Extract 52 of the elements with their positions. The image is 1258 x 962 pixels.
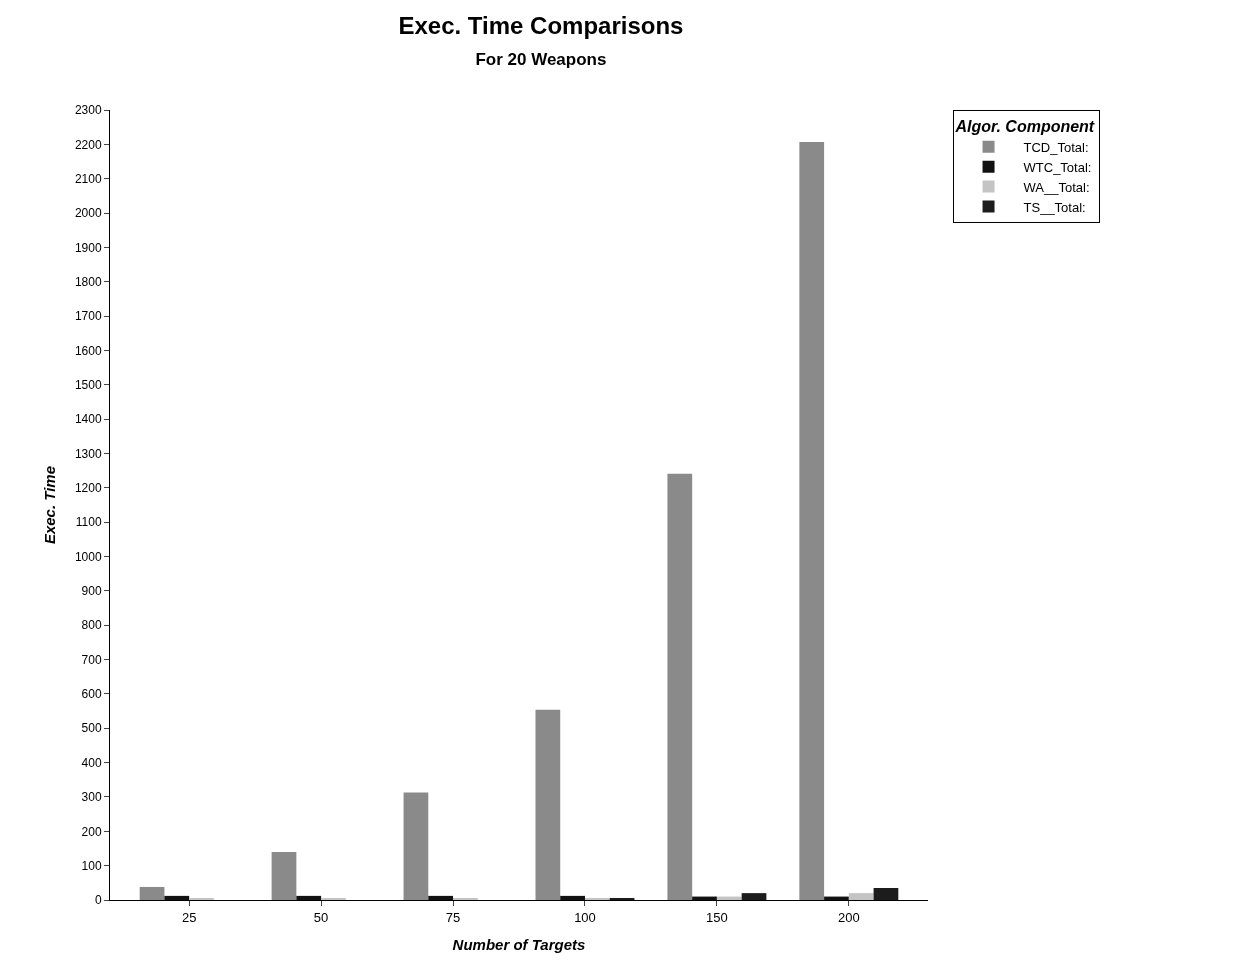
- y-tick-label: 1100: [75, 515, 102, 530]
- legend-label: WA__Total:: [1023, 179, 1090, 195]
- y-tick-label: 900: [81, 584, 102, 599]
- bar: [139, 886, 165, 900]
- chart-subtitle: For 20 Weapons: [475, 49, 607, 69]
- y-tick-label: 300: [81, 790, 102, 805]
- y-tick-label: 2200: [74, 137, 102, 152]
- y-tick-label: 200: [81, 824, 102, 839]
- bar: [535, 709, 561, 900]
- y-tick-label: 100: [81, 858, 102, 873]
- y-tick-label: 2300: [74, 103, 102, 118]
- bar: [741, 893, 767, 900]
- bar: [560, 895, 585, 900]
- y-tick-label: 1300: [74, 446, 102, 461]
- bar: [403, 792, 429, 900]
- bar: [428, 895, 454, 900]
- bar: [271, 851, 297, 900]
- bar: [873, 887, 899, 900]
- y-tick-label: 600: [81, 687, 102, 702]
- y-tick-label: 700: [81, 652, 102, 667]
- y-tick-label: 1400: [74, 412, 102, 427]
- y-tick-label: 1700: [74, 309, 102, 324]
- y-tick-label: 2000: [74, 206, 102, 221]
- y-tick-label: 1500: [74, 377, 102, 392]
- y-tick-label: 1600: [74, 343, 102, 358]
- x-tick-label: 150: [706, 909, 728, 925]
- y-tick-label: 2100: [74, 171, 102, 186]
- x-tick-label: 100: [574, 909, 596, 925]
- y-tick-label: 400: [81, 755, 102, 770]
- x-tick-label: 200: [837, 909, 860, 925]
- y-tick-label: 800: [81, 618, 102, 633]
- bar: [848, 893, 874, 900]
- y-tick-label: 1000: [74, 549, 102, 564]
- bar: [799, 141, 825, 900]
- x-tick-label: 75: [445, 909, 461, 925]
- chart-title: Exec. Time Comparisons: [398, 11, 684, 39]
- legend-label: TS__Total:: [1023, 199, 1086, 215]
- x-axis-title: Number of Targets: [452, 935, 586, 953]
- x-tick-label: 50: [313, 909, 329, 925]
- legend-label: TCD_Total:: [1023, 139, 1089, 155]
- x-tick-label: 25: [181, 909, 197, 925]
- y-tick-label: 500: [81, 721, 102, 736]
- legend-label: WTC_Total:: [1023, 159, 1092, 175]
- bar: [164, 895, 190, 900]
- y-tick-label: 0: [94, 893, 102, 908]
- y-axis-title: Exec. Time: [41, 465, 59, 545]
- y-tick-label: 1800: [74, 274, 102, 289]
- legend-title: Algor. Component: [954, 117, 1095, 135]
- y-tick-label: 1900: [74, 240, 102, 255]
- bar: [296, 895, 322, 900]
- bar: [667, 473, 693, 900]
- y-tick-label: 1200: [74, 481, 102, 496]
